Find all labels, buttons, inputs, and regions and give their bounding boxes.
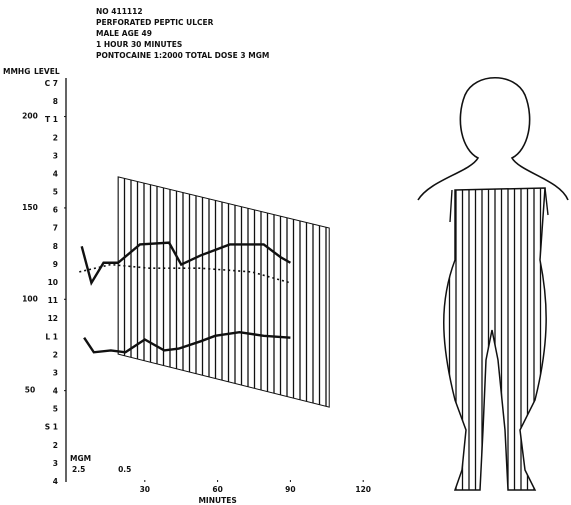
y-axis-label: MMHG xyxy=(3,67,30,76)
anesthesia-band xyxy=(117,176,330,408)
body-figure xyxy=(417,76,569,491)
series-line xyxy=(80,241,291,286)
note: PERFORATED PEPTIC ULCER xyxy=(96,18,214,27)
note: 1 HOUR 30 MINUTES xyxy=(96,40,182,49)
note: NO 411112 xyxy=(96,7,143,16)
right-arm xyxy=(544,187,549,216)
level-tick-label: 7 xyxy=(53,224,58,233)
level-tick-label: 10 xyxy=(48,278,58,287)
level-tick-label: 12 xyxy=(48,314,58,323)
level-tick-label: 2 xyxy=(53,133,58,142)
level-tick-label: 4 xyxy=(53,387,58,396)
y-tick-label: 100 xyxy=(22,294,38,303)
level-tick-label: 3 xyxy=(53,151,58,160)
level-tick-label: 9 xyxy=(53,260,58,269)
level-tick-label: 2 xyxy=(53,350,58,359)
y-tick-label: 200 xyxy=(22,112,38,121)
level-tick-label: T 1 xyxy=(45,115,58,124)
level-tick-label: S 1 xyxy=(45,423,58,432)
x-axis-label: MINUTES xyxy=(198,496,236,505)
body-outline xyxy=(417,76,569,201)
body-hatch xyxy=(443,188,547,490)
level-tick-label: 2 xyxy=(53,441,58,450)
level-tick-label: L 1 xyxy=(45,332,58,341)
series-line xyxy=(83,330,291,354)
left-arm xyxy=(449,189,453,223)
level-tick-label: 4 xyxy=(53,477,58,486)
level-tick-label: 8 xyxy=(53,242,58,251)
dose-label: 0.5 xyxy=(118,465,131,474)
x-tick-label: 60 xyxy=(212,485,222,494)
x-tick-label: 120 xyxy=(355,485,371,494)
x-tick-label: 30 xyxy=(140,485,150,494)
y-tick-label: 150 xyxy=(22,203,38,212)
body-torso-outline xyxy=(443,187,547,491)
note: PONTOCAINE 1:2000 TOTAL DOSE 3 MGM xyxy=(96,51,269,60)
level-tick-label: 6 xyxy=(53,206,58,215)
level-tick-label: 11 xyxy=(48,296,58,305)
x-tick-label: 90 xyxy=(285,485,295,494)
note: MALE AGE 49 xyxy=(96,29,152,38)
level-tick-label: 3 xyxy=(53,368,58,377)
level-tick-label: 5 xyxy=(53,405,58,414)
level-tick-label: C 7 xyxy=(45,79,58,88)
y-tick-label: 50 xyxy=(25,386,35,395)
level-label: LEVEL xyxy=(34,67,60,76)
series-line xyxy=(79,263,291,284)
dose-label: 2.5 xyxy=(72,465,85,474)
level-tick-label: 3 xyxy=(53,459,58,468)
dose-unit: MGM xyxy=(70,454,91,463)
level-tick-label: 8 xyxy=(53,97,58,106)
level-tick-label: 5 xyxy=(53,188,58,197)
level-tick-label: 4 xyxy=(53,169,58,178)
